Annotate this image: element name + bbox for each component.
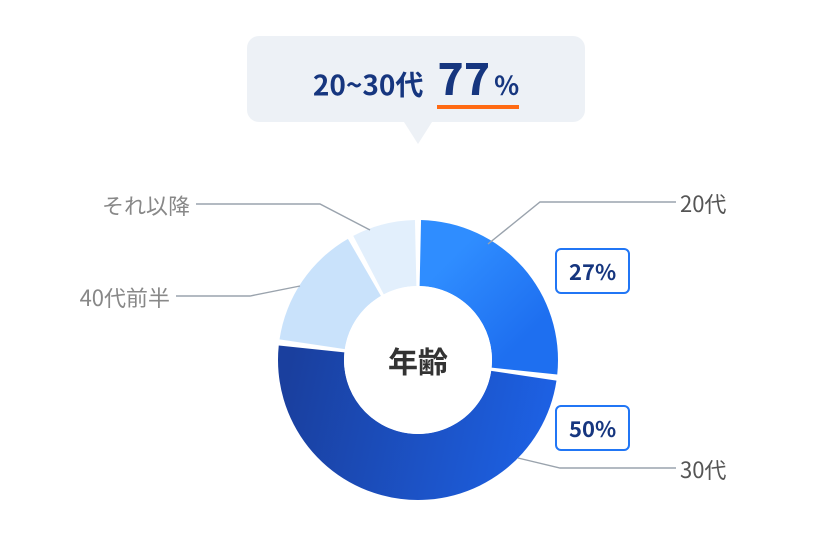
- value-badge-30s: 50%: [555, 405, 630, 451]
- category-label-20s: 20代: [680, 187, 726, 219]
- leader-20s: [488, 202, 676, 244]
- category-label-later: それ以降: [102, 189, 190, 221]
- leader-early40s: [176, 286, 300, 296]
- category-label-30s: 30代: [680, 453, 726, 485]
- leader-later: [196, 204, 370, 230]
- leader-30s: [518, 458, 676, 468]
- category-label-early40s: 40代前半: [80, 281, 170, 313]
- value-badge-20s: 27%: [555, 248, 630, 294]
- donut-center-label: 年齢: [388, 338, 448, 382]
